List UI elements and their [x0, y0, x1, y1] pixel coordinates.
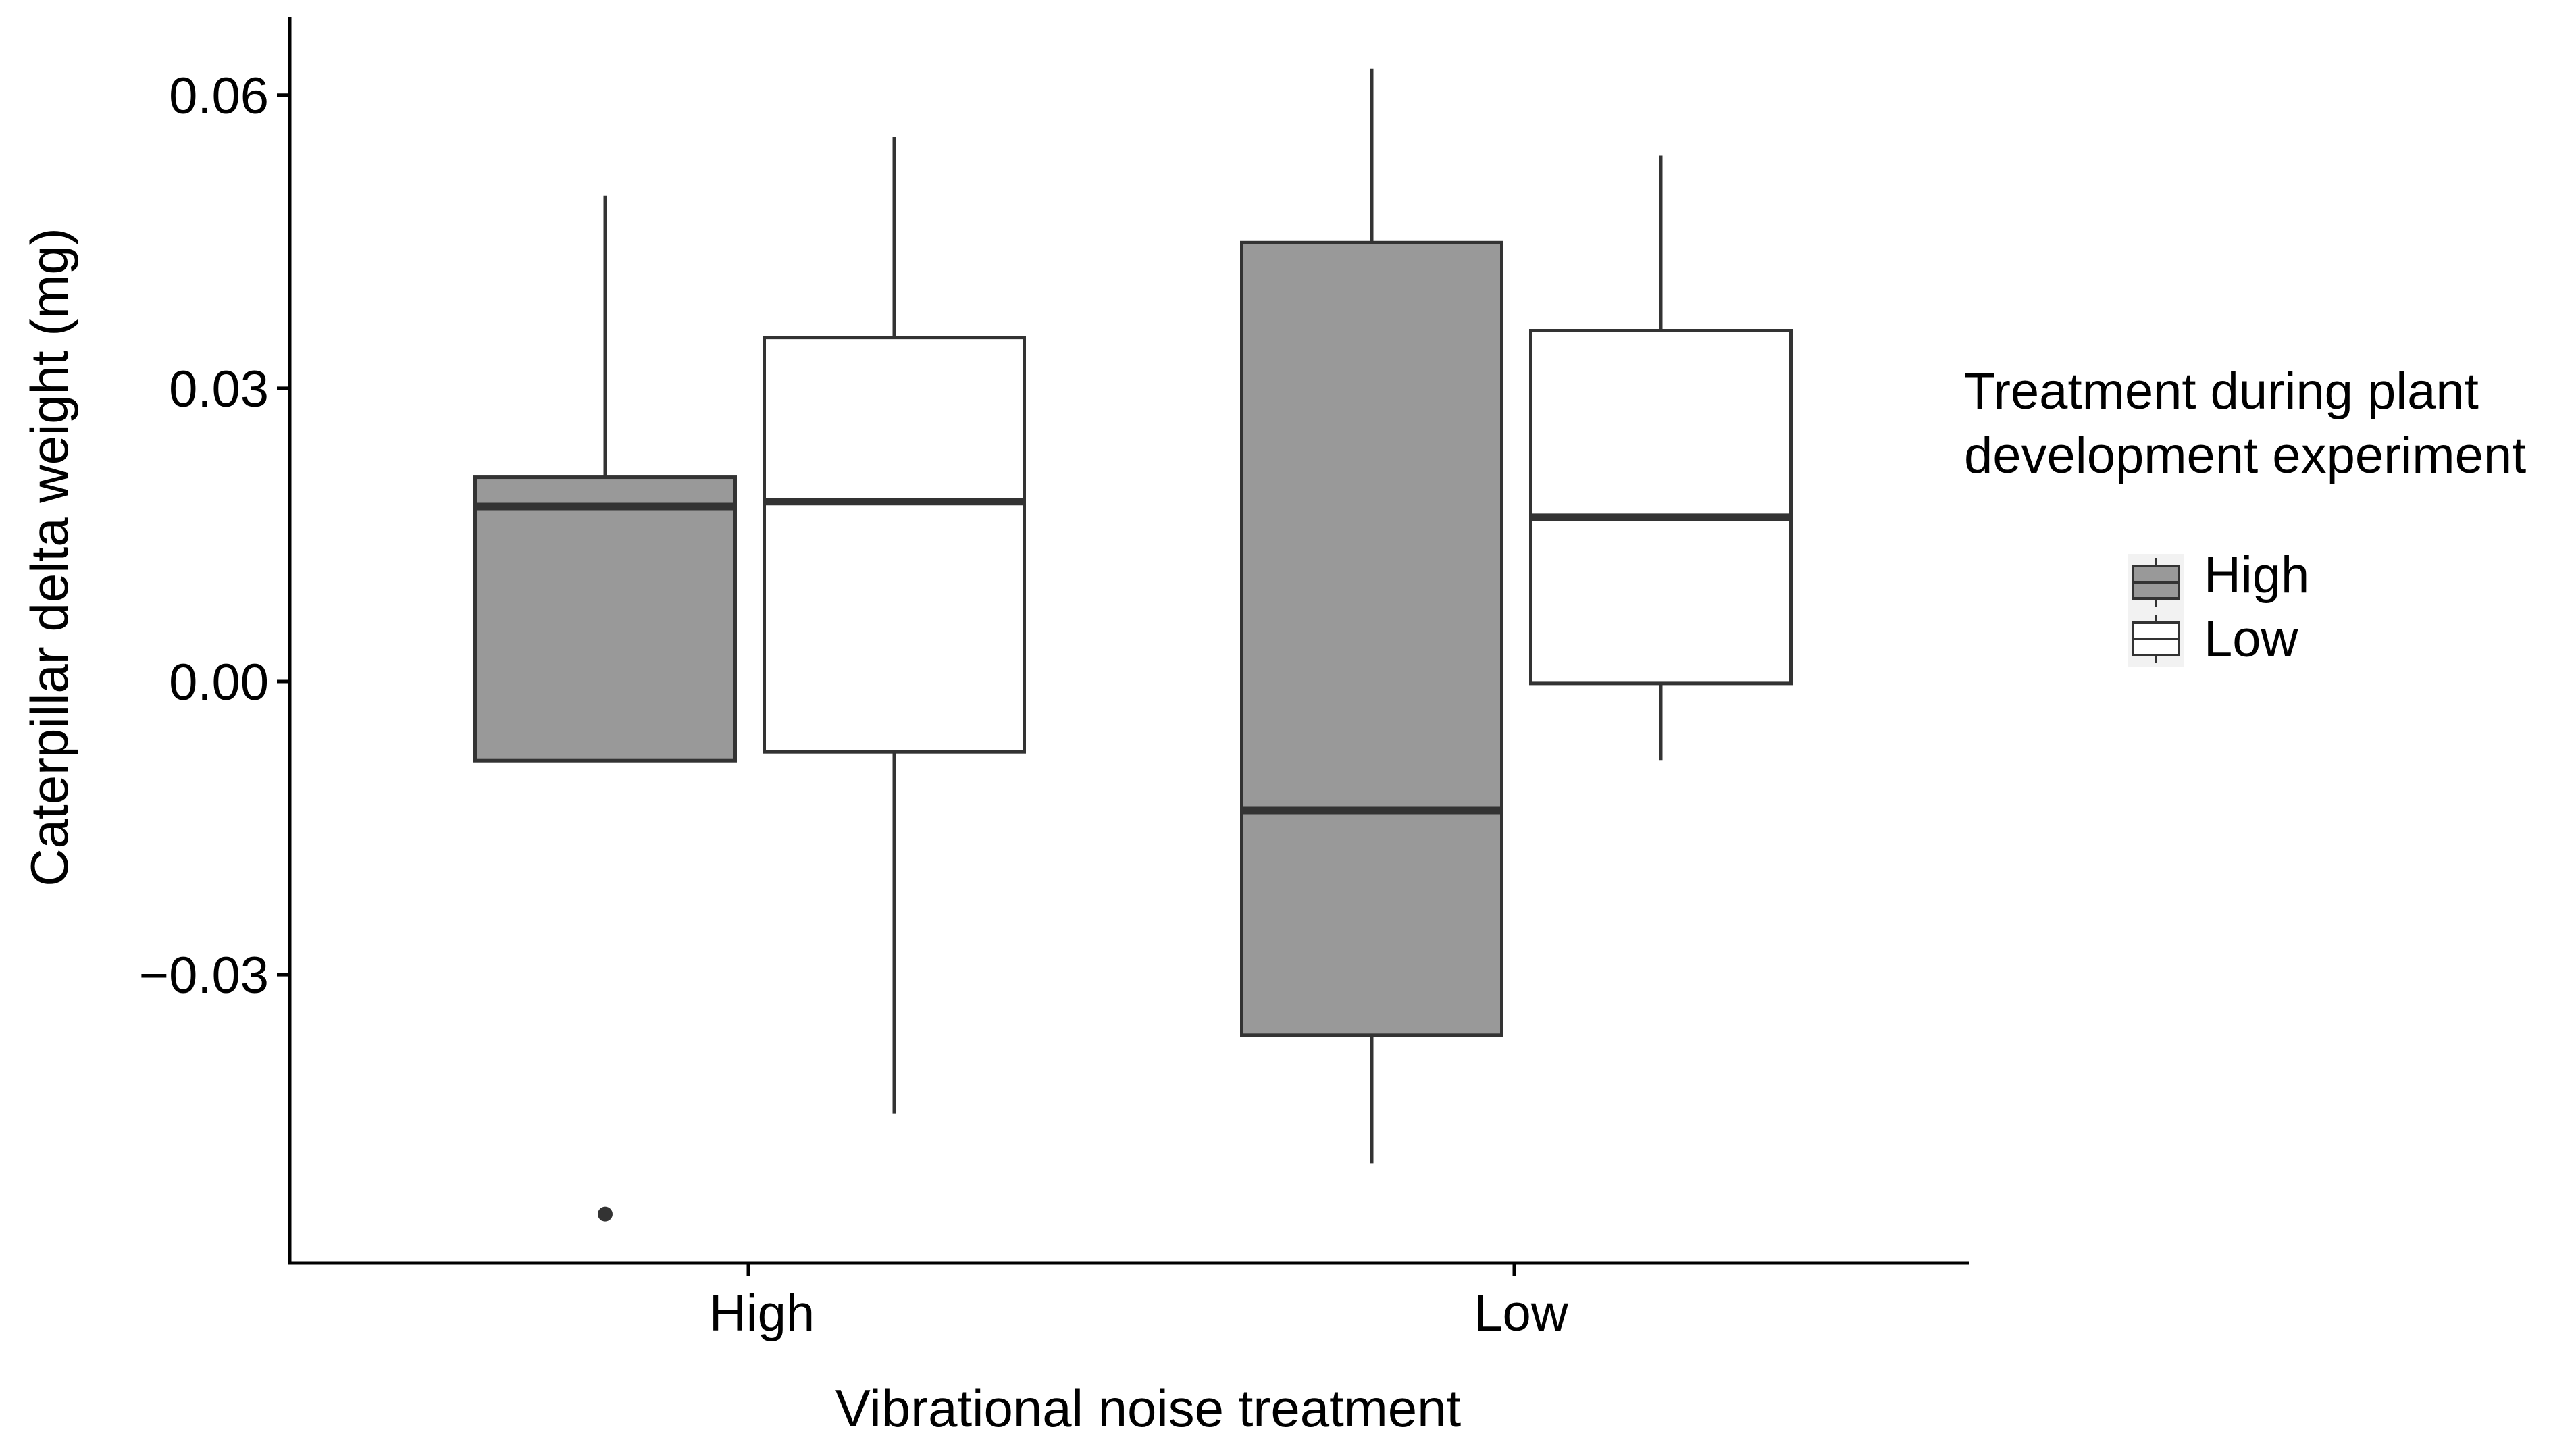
legend-title-line-1: Treatment during plant	[1964, 363, 2479, 420]
box-high-noise-high-plant-outlier-0	[598, 1206, 613, 1222]
x-tick-label-low: Low	[1474, 1285, 1569, 1342]
y-tick-label-1: 0.00	[169, 654, 269, 711]
x-tick-label-high: High	[709, 1285, 815, 1342]
legend-label-high: High	[2204, 546, 2309, 604]
box-low-noise-high-plant-iqr	[1240, 240, 1503, 1037]
y-tick-label-0: −0.03	[139, 947, 269, 1004]
box-low-noise-high-plant	[1240, 68, 1503, 1164]
y-tick-label-3: 0.06	[169, 68, 269, 125]
y-tick-label-2: 0.03	[169, 361, 269, 418]
legend-title-line-2: development experiment	[1964, 427, 2526, 484]
box-high-noise-high-plant-iqr	[473, 475, 737, 763]
box-high-noise-low-plant	[763, 136, 1026, 1114]
box-low-noise-low-plant	[1529, 155, 1793, 761]
legend-label-low: Low	[2204, 611, 2299, 668]
x-axis-label: Vibrational noise treatment	[835, 1378, 1462, 1438]
x-axis-ticks: High Low	[709, 1263, 1569, 1342]
box-high-noise-low-plant-iqr	[763, 336, 1026, 754]
legend: Treatment during plant development exper…	[1964, 363, 2526, 668]
box-high-noise-high-plant	[473, 195, 737, 1222]
plot-area	[473, 68, 1793, 1222]
y-axis-label: Caterpillar delta weight (mg)	[20, 228, 79, 886]
box-low-noise-low-plant-iqr	[1529, 329, 1793, 686]
y-axis-ticks: −0.03 0.00 0.03 0.06	[139, 68, 290, 1004]
